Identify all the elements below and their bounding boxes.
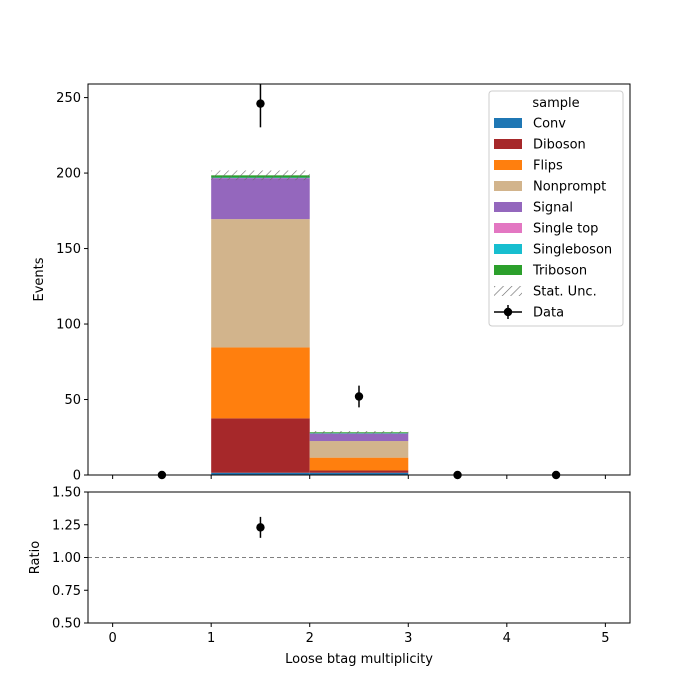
ratio-ytick-label-2: 1.00	[52, 551, 81, 566]
main-plot: 0 50 100 150 200 250 Events sample Conv Diboso…	[32, 83, 631, 484]
xtick-label-1: 1	[207, 631, 215, 646]
stat-unc-band-bin2	[309, 431, 409, 434]
legend-label-7: Triboson	[532, 264, 587, 279]
legend-label-6: Singleboson	[533, 243, 612, 258]
legend-swatch-7	[494, 265, 522, 275]
bar-flips-bin2	[309, 457, 409, 471]
xtick-label-5: 5	[601, 631, 609, 646]
ratio-points	[256, 516, 265, 538]
legend-label-2: Flips	[533, 159, 563, 174]
stat-unc-band-bin1	[211, 170, 310, 181]
xtick-label-4: 4	[503, 631, 511, 646]
main-x-ticks	[112, 475, 606, 479]
ratio-ytick-label-4: 1.50	[52, 486, 81, 501]
main-ytick-label-1: 50	[64, 393, 81, 408]
stacked-bars	[211, 175, 409, 475]
data-point-2	[354, 392, 364, 401]
main-ytick-label-2: 100	[56, 318, 81, 333]
legend-swatch-5	[494, 223, 522, 233]
bar-nonprompt-bin2	[309, 441, 409, 458]
bar-signal-bin1	[211, 178, 310, 220]
legend-swatch-0	[494, 118, 522, 128]
legend-swatch-6	[494, 244, 522, 254]
main-ytick-label-3: 150	[56, 242, 81, 257]
xtick-label-0: 0	[108, 631, 116, 646]
xtick-label-2: 2	[306, 631, 314, 646]
ratio-ytick-label-0: 0.50	[52, 617, 81, 632]
legend-swatch-stat-unc	[494, 286, 522, 296]
bar-conv-bin1	[211, 472, 310, 475]
y-axis-label: Events	[32, 257, 47, 301]
data-point-1	[256, 99, 265, 108]
ratio-ytick-label-1: 0.75	[52, 584, 81, 599]
ratio-ytick-label-3: 1.25	[52, 518, 81, 533]
ratio-point-0	[256, 523, 265, 532]
legend-label-data: Data	[533, 306, 564, 321]
xtick-label-3: 3	[404, 631, 412, 646]
legend-data-marker	[503, 307, 513, 317]
legend-swatch-3	[494, 181, 522, 191]
bar-diboson-bin2	[309, 470, 409, 473]
legend-swatch-1	[494, 139, 522, 149]
legend-label-0: Conv	[533, 117, 566, 132]
legend-items: Conv Diboson Flips Nonprompt Signal Single to…	[494, 117, 612, 321]
bar-nonprompt-bin1	[211, 219, 310, 348]
ratio-y-ticks: 0.50 0.75 1.00 1.25 1.50	[52, 486, 88, 632]
ratio-y-axis-label: Ratio	[28, 541, 43, 574]
x-axis-label: Loose btag multiplicity	[285, 652, 433, 667]
legend-swatch-2	[494, 160, 522, 170]
bar-signal-bin2	[309, 433, 409, 442]
bar-flips-bin1	[211, 347, 310, 419]
stat-uncertainty-bands	[211, 170, 409, 434]
legend-swatch-4	[494, 202, 522, 212]
legend-label-3: Nonprompt	[533, 180, 606, 195]
main-ytick-label-5: 250	[56, 91, 81, 106]
legend-title: sample	[532, 96, 579, 111]
legend-label-4: Signal	[533, 201, 573, 216]
legend-label-5: Single top	[533, 222, 598, 237]
main-plot-frame	[87, 83, 631, 476]
data-points	[157, 84, 561, 480]
legend-label-1: Diboson	[533, 138, 586, 153]
main-ytick-label-0: 0	[73, 469, 81, 484]
main-ytick-label-4: 200	[56, 167, 81, 182]
bar-diboson-bin1	[211, 418, 310, 473]
main-y-ticks: 0 50 100 150 200 250	[56, 91, 88, 484]
ratio-plot: 0.50 0.75 1.00 1.25 1.50 0 1 2 3 4 5 Ratio Loose …	[28, 486, 631, 667]
ratio-plot-frame	[87, 491, 631, 624]
bar-conv-bin2	[309, 472, 409, 475]
legend-label-stat-unc: Stat. Unc.	[533, 285, 597, 300]
ratio-x-ticks: 0 1 2 3 4 5	[108, 623, 610, 646]
legend: sample Conv Diboson Flips Nonprompt Signal Si…	[488, 90, 624, 327]
legend-box	[488, 90, 624, 327]
